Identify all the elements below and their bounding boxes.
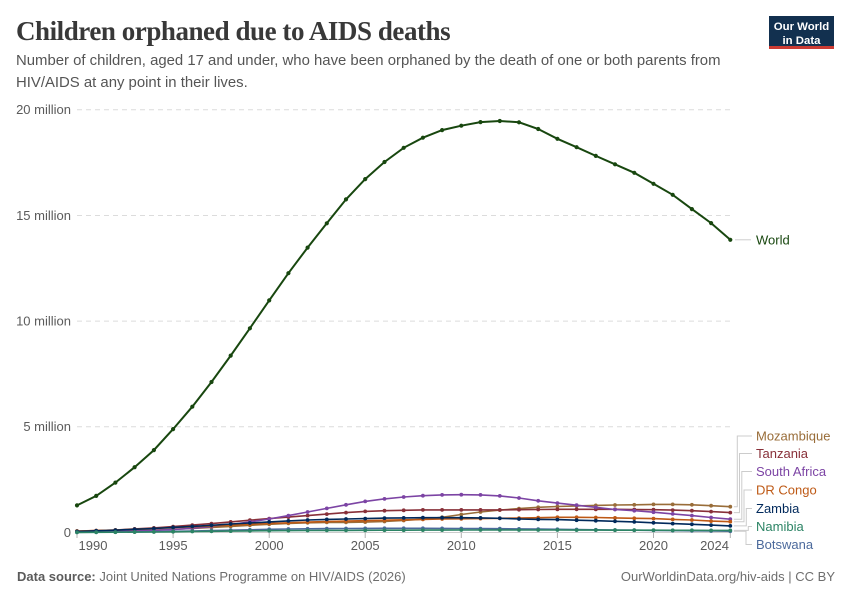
svg-text:2000: 2000 [255, 538, 284, 553]
svg-text:World: World [756, 232, 790, 247]
svg-text:0: 0 [64, 525, 71, 540]
svg-text:2015: 2015 [543, 538, 572, 553]
svg-text:5 million: 5 million [23, 419, 71, 434]
svg-text:Mozambique: Mozambique [756, 429, 830, 444]
svg-text:Botswana: Botswana [756, 537, 814, 552]
svg-text:Tanzania: Tanzania [756, 446, 809, 461]
svg-text:Zambia: Zambia [756, 501, 800, 516]
svg-text:10 million: 10 million [16, 314, 71, 329]
svg-text:15 million: 15 million [16, 208, 71, 223]
svg-text:2024: 2024 [700, 538, 729, 553]
svg-text:1990: 1990 [79, 538, 108, 553]
svg-text:DR Congo: DR Congo [756, 483, 817, 498]
svg-text:2020: 2020 [639, 538, 668, 553]
svg-text:20 million: 20 million [16, 102, 71, 117]
svg-text:South Africa: South Africa [756, 464, 827, 479]
svg-text:2010: 2010 [447, 538, 476, 553]
svg-text:Namibia: Namibia [756, 519, 804, 534]
svg-text:2005: 2005 [351, 538, 380, 553]
svg-text:1995: 1995 [159, 538, 188, 553]
